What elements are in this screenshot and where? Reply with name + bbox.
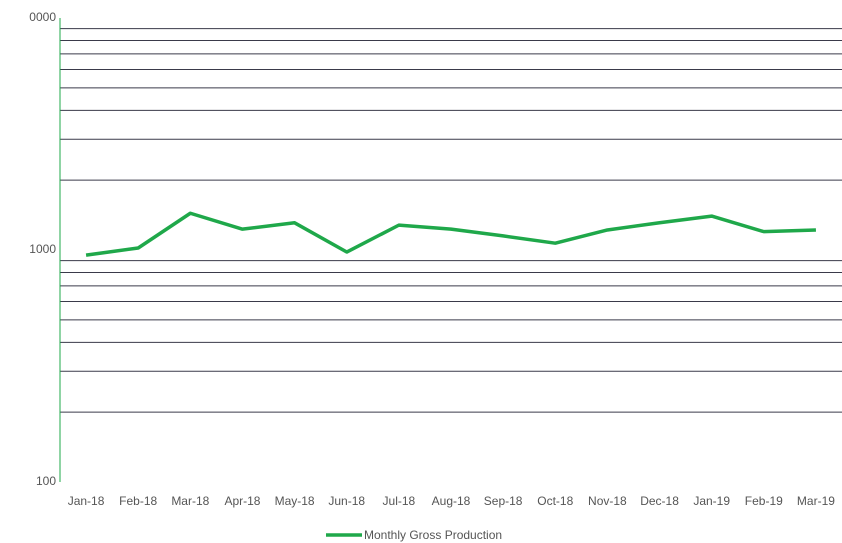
x-tick-label: Feb-18 (119, 494, 157, 508)
x-tick-label: Mar-18 (171, 494, 209, 508)
legend-label: Monthly Gross Production (364, 528, 502, 542)
x-tick-label: Nov-18 (588, 494, 627, 508)
x-tick-label: Apr-18 (224, 494, 260, 508)
x-tick-label: Jan-19 (693, 494, 730, 508)
series-line (85, 211, 816, 257)
x-tick-label: Jan-18 (68, 494, 105, 508)
x-tick-label: Aug-18 (432, 494, 471, 508)
y-tick-label: 100 (36, 474, 56, 488)
x-tick-label: Jul-18 (383, 494, 416, 508)
x-tick-label: Oct-18 (537, 494, 573, 508)
x-tick-label: Jun-18 (328, 494, 365, 508)
x-tick-label: May-18 (275, 494, 315, 508)
x-tick-label: Sep-18 (484, 494, 523, 508)
x-tick-label: Dec-18 (640, 494, 679, 508)
x-tick-label: Feb-19 (745, 494, 783, 508)
y-tick-label: 0000 (29, 10, 56, 24)
x-tick-label: Mar-19 (797, 494, 835, 508)
y-tick-label: 1000 (29, 242, 56, 256)
